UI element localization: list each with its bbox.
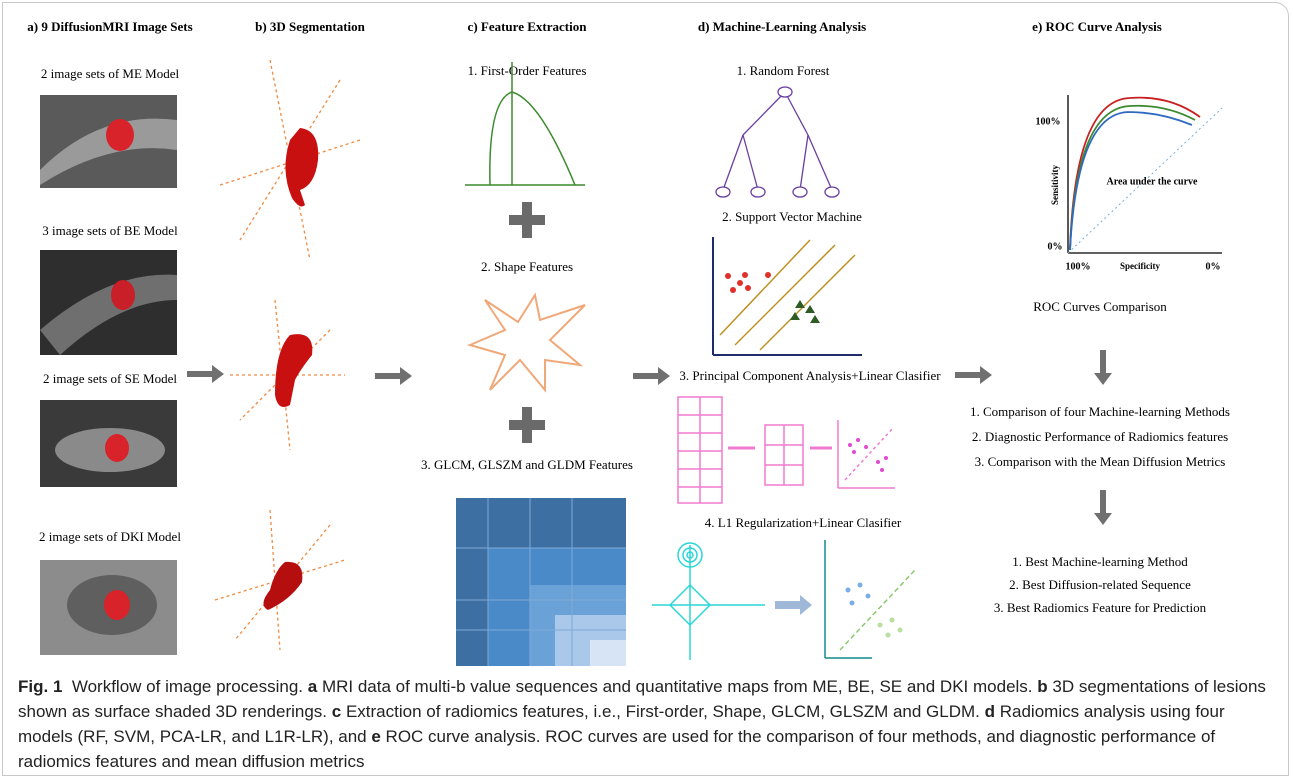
method-label: 3. Principal Component Analysis+Linear C…	[679, 368, 941, 383]
pca-points	[848, 438, 888, 472]
roc-axis-label: 100%	[1066, 261, 1091, 272]
feature-label: 3. GLCM, GLSZM and GLDM Features	[421, 457, 633, 472]
comparison-item: 3. Comparison with the Mean Diffusion Me…	[975, 454, 1226, 469]
caption-text: Extraction of radiomics features, i.e., …	[341, 702, 984, 721]
roc-annotation: Area under the curve	[1106, 176, 1198, 187]
roc-axis-title: Sensitivity	[1050, 165, 1060, 206]
outcome-item: 1. Best Machine-learning Method	[1012, 554, 1188, 569]
image-set-label: 2 image sets of DKI Model	[39, 529, 181, 544]
image-set-label: 2 image sets of SE Model	[43, 371, 177, 386]
image-set-label: 2 image sets of ME Model	[41, 66, 180, 81]
shape-sketch	[470, 295, 585, 390]
comparison-item: 1. Comparison of four Machine-learning M…	[970, 404, 1230, 419]
method-label: 4. L1 Regularization+Linear Clasifier	[705, 515, 902, 530]
l1-sketch	[652, 540, 915, 660]
caption: Fig. 1 Workflow of image processing. a M…	[18, 674, 1273, 774]
heading: c) Feature Extraction	[468, 19, 588, 34]
comparison-item: 2. Diagnostic Performance of Radiomics f…	[972, 429, 1228, 444]
svm-sketch	[713, 237, 862, 355]
image-set-label: 3 image sets of BE Model	[42, 223, 178, 238]
histogram-sketch	[465, 62, 585, 185]
caption-panel: c	[332, 702, 341, 721]
segmentation	[275, 334, 312, 407]
plus	[509, 202, 545, 238]
heading: e) ROC Curve Analysis	[1032, 19, 1162, 34]
caption-text: Workflow of image processing.	[72, 677, 308, 696]
caption-panel: e	[371, 727, 380, 746]
roc-sketch	[1068, 95, 1222, 253]
feature-label: 2. Shape Features	[481, 259, 573, 274]
caption-label: Fig. 1	[18, 677, 62, 696]
figure: a) 9 DiffusionMRI Image Sets b) 3D Segme…	[0, 0, 1293, 670]
segmentation	[263, 562, 302, 610]
lesion	[106, 119, 134, 151]
roc-title: ROC Curves Comparison	[1033, 299, 1167, 314]
caption-panel: a	[308, 677, 317, 696]
caption-text: MRI data of multi-b value sequences and …	[317, 677, 1037, 696]
lesion	[105, 434, 129, 462]
pca-sketch	[678, 397, 895, 503]
heading: b) 3D Segmentation	[255, 19, 366, 34]
lesion	[104, 590, 130, 620]
heading: a) 9 DiffusionMRI Image Sets	[27, 19, 192, 34]
lesion	[111, 280, 135, 310]
roc-axis-label: 100%	[1036, 116, 1061, 127]
feature-label: 1. First-Order Features	[468, 63, 587, 78]
caption-panel: d	[985, 702, 995, 721]
roc-axis-label: 0%	[1206, 261, 1221, 272]
method-label: 1. Random Forest	[737, 63, 830, 78]
caption-panel: b	[1037, 677, 1047, 696]
roc-axis-title: Specificity	[1120, 261, 1160, 271]
texture-matrix	[456, 498, 626, 666]
outcome-item: 2. Best Diffusion-related Sequence	[1009, 577, 1191, 592]
plus	[509, 407, 545, 443]
roc-axis-label: 0%	[1048, 241, 1063, 252]
tree-sketch	[716, 87, 839, 197]
heading: d) Machine-Learning Analysis	[698, 19, 866, 34]
segmentation	[285, 128, 318, 206]
method-label: 2. Support Vector Machine	[722, 209, 862, 224]
outcome-item: 3. Best Radiomics Feature for Prediction	[994, 600, 1207, 615]
